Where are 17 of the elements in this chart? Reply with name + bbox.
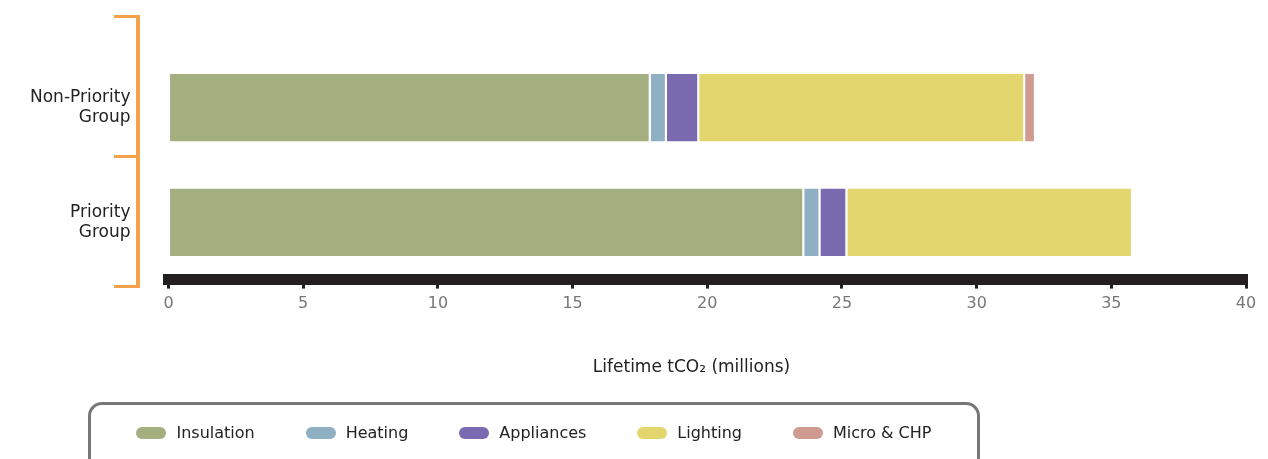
x-tick-label: 5 — [298, 293, 309, 313]
legend-label: Lighting — [677, 423, 742, 442]
legend-label: Insulation — [176, 423, 255, 442]
legend-label: Appliances — [499, 423, 587, 442]
x-tick-label: 35 — [1101, 293, 1122, 313]
x-tick-label: 20 — [697, 293, 718, 313]
x-tick-label: 10 — [427, 293, 449, 313]
y-tick-label: Non-Priority Group — [30, 85, 131, 127]
y-tick-label: Priority Group — [70, 200, 131, 241]
x-tick-label: 0 — [163, 293, 174, 313]
x-axis-title: Lifetime tCO₂ (millions) — [591, 356, 792, 376]
x-tick-label: 40 — [1235, 293, 1257, 313]
x-tick-label: 15 — [562, 293, 583, 313]
x-tick-label: 25 — [831, 293, 853, 313]
legend-label: Micro & CHP — [832, 423, 932, 442]
x-tick-label: 30 — [966, 293, 987, 313]
legend-label: Heating — [345, 423, 409, 442]
